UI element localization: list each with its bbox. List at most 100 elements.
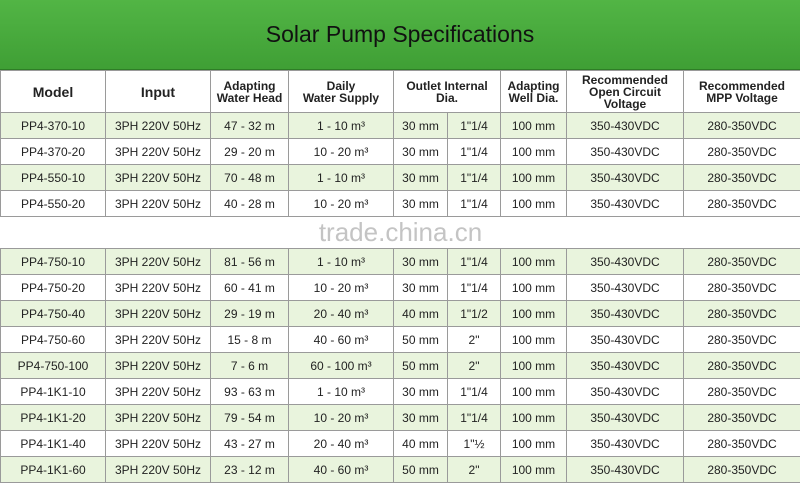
cell: PP4-550-10 [0, 164, 106, 191]
cell: 350-430VDC [566, 404, 684, 431]
cell: 100 mm [500, 190, 567, 217]
cell: 50 mm [393, 456, 448, 483]
cell: 93 - 63 m [210, 378, 289, 405]
cell: 3PH 220V 50Hz [105, 112, 211, 139]
cell: PP4-750-10 [0, 248, 106, 275]
cell: 1"1/4 [447, 404, 501, 431]
cell: 100 mm [500, 248, 567, 275]
cell: 280-350VDC [683, 430, 800, 457]
spec-table: Model Input Adapting Water Head Daily Water… [0, 70, 800, 483]
cell: 1"1/4 [447, 138, 501, 165]
cell: 280-350VDC [683, 248, 800, 275]
cell: 280-350VDC [683, 326, 800, 353]
cell: 280-350VDC [683, 404, 800, 431]
cell: 47 - 32 m [210, 112, 289, 139]
cell: 280-350VDC [683, 112, 800, 139]
cell: 15 - 8 m [210, 326, 289, 353]
cell: 3PH 220V 50Hz [105, 352, 211, 379]
cell: PP4-370-10 [0, 112, 106, 139]
watermark: trade.china.cn [0, 216, 800, 249]
cell: 60 - 100 m³ [288, 352, 394, 379]
cell: 3PH 220V 50Hz [105, 274, 211, 301]
cell: 3PH 220V 50Hz [105, 248, 211, 275]
cell: 79 - 54 m [210, 404, 289, 431]
cell: 100 mm [500, 378, 567, 405]
cell: 3PH 220V 50Hz [105, 300, 211, 327]
cell: 29 - 20 m [210, 138, 289, 165]
cell: 10 - 20 m³ [288, 404, 394, 431]
cell: 7 - 6 m [210, 352, 289, 379]
cell: 29 - 19 m [210, 300, 289, 327]
cell: 3PH 220V 50Hz [105, 378, 211, 405]
table-row: PP4-550-20 3PH 220V 50Hz 40 - 28 m 10 - 20 … [0, 190, 800, 217]
cell: 40 - 60 m³ [288, 456, 394, 483]
cell: PP4-750-100 [0, 352, 106, 379]
watermark-row: trade.china.cn [0, 216, 800, 249]
cell: 280-350VDC [683, 274, 800, 301]
cell: 350-430VDC [566, 138, 684, 165]
cell: 81 - 56 m [210, 248, 289, 275]
cell: 350-430VDC [566, 326, 684, 353]
cell: 100 mm [500, 326, 567, 353]
title-bar: Solar Pump Specifications [0, 0, 800, 70]
cell: 1"1/4 [447, 164, 501, 191]
table-row: PP4-1K1-60 3PH 220V 50Hz 23 - 12 m 40 - 60 … [0, 456, 800, 483]
cell: 30 mm [393, 112, 448, 139]
title: Solar Pump Specifications [265, 21, 535, 47]
cell: 350-430VDC [566, 112, 684, 139]
cell: 100 mm [500, 164, 567, 191]
cell: 3PH 220V 50Hz [105, 404, 211, 431]
table-row: PP4-750-100 3PH 220V 50Hz 7 - 6 m 60 - 100 … [0, 352, 800, 379]
cell: 10 - 20 m³ [288, 274, 394, 301]
cell: 30 mm [393, 404, 448, 431]
column-header: Recommended Open Circuit Voltage [566, 70, 684, 113]
cell: 350-430VDC [566, 248, 684, 275]
cell: 350-430VDC [566, 300, 684, 327]
cell: 100 mm [500, 456, 567, 483]
cell: 1"1/4 [447, 274, 501, 301]
cell: 280-350VDC [683, 138, 800, 165]
cell: 10 - 20 m³ [288, 190, 394, 217]
cell: 100 mm [500, 274, 567, 301]
cell: 2" [447, 456, 501, 483]
cell: 20 - 40 m³ [288, 300, 394, 327]
cell: PP4-750-20 [0, 274, 106, 301]
cell: 1"1/4 [447, 190, 501, 217]
cell: PP4-1K1-10 [0, 378, 106, 405]
cell: 1"1/4 [447, 112, 501, 139]
cell: PP4-750-60 [0, 326, 106, 353]
cell: 350-430VDC [566, 430, 684, 457]
table-row: PP4-750-40 3PH 220V 50Hz 29 - 19 m 20 - 40 … [0, 300, 800, 327]
cell: 50 mm [393, 352, 448, 379]
table-row: PP4-1K1-20 3PH 220V 50Hz 79 - 54 m 10 - 20 … [0, 404, 800, 431]
cell: 3PH 220V 50Hz [105, 430, 211, 457]
cell: 60 - 41 m [210, 274, 289, 301]
cell: 1 - 10 m³ [288, 248, 394, 275]
cell: 350-430VDC [566, 456, 684, 483]
cell: 30 mm [393, 164, 448, 191]
cell: 350-430VDC [566, 190, 684, 217]
cell: PP4-550-20 [0, 190, 106, 217]
cell: 280-350VDC [683, 352, 800, 379]
cell: 1"½ [447, 430, 501, 457]
cell: 23 - 12 m [210, 456, 289, 483]
cell: 1"1/4 [447, 378, 501, 405]
table-row: PP4-370-20 3PH 220V 50Hz 29 - 20 m 10 - 20 … [0, 138, 800, 165]
cell: 1 - 10 m³ [288, 378, 394, 405]
cell: 350-430VDC [566, 164, 684, 191]
cell: 350-430VDC [566, 378, 684, 405]
cell: 43 - 27 m [210, 430, 289, 457]
header-row: Model Input Adapting Water Head Daily Water… [0, 70, 800, 113]
cell: 3PH 220V 50Hz [105, 456, 211, 483]
cell: 70 - 48 m [210, 164, 289, 191]
cell: 10 - 20 m³ [288, 138, 394, 165]
cell: 1 - 10 m³ [288, 164, 394, 191]
cell: 100 mm [500, 352, 567, 379]
cell: 40 - 28 m [210, 190, 289, 217]
cell: 50 mm [393, 326, 448, 353]
cell: 1"1/2 [447, 300, 501, 327]
cell: 30 mm [393, 248, 448, 275]
